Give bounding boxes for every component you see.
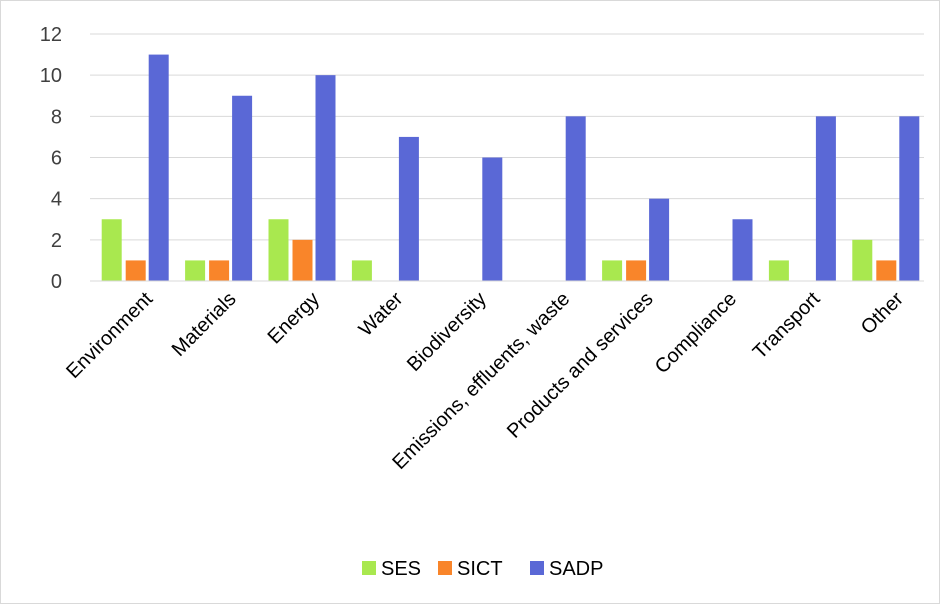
bars	[102, 55, 920, 281]
bar-sict	[293, 240, 313, 281]
bar-sadp	[733, 219, 753, 281]
bar-sadp	[399, 137, 419, 281]
bar-ses	[602, 260, 622, 281]
y-tick-label: 6	[51, 148, 62, 170]
y-tick-label: 12	[40, 24, 62, 46]
y-tick-label: 4	[51, 189, 62, 211]
y-tick-label: 2	[51, 230, 62, 252]
category-label: Materials	[168, 288, 241, 361]
bar-ses	[769, 260, 789, 281]
category-label: Transport	[749, 288, 825, 364]
bar-sadp	[482, 158, 502, 282]
bar-ses	[102, 219, 122, 281]
category-label: Water	[355, 288, 408, 341]
category-label: Compliance	[651, 288, 741, 378]
bar-sadp	[899, 116, 919, 281]
y-tick-label: 10	[40, 65, 62, 87]
bar-sadp	[566, 116, 586, 281]
gridlines	[90, 34, 924, 240]
bar-sict	[126, 260, 146, 281]
legend-swatch-ses	[362, 561, 376, 575]
legend-label: SES	[381, 558, 421, 580]
bar-sadp	[816, 116, 836, 281]
category-label: Environment	[62, 288, 157, 383]
bar-sadp	[149, 55, 169, 281]
category-label: Other	[857, 288, 908, 339]
bar-sict	[876, 260, 896, 281]
legend: SES SICT SADP	[362, 558, 603, 580]
bar-sadp	[649, 199, 669, 281]
legend-label: SICT	[457, 558, 503, 580]
category-label: Biodiversity	[403, 288, 491, 376]
y-axis-ticks: 0 2 4 6 8 10 12	[40, 24, 62, 293]
y-tick-label: 0	[51, 271, 62, 293]
legend-swatch-sadp	[530, 561, 544, 575]
category-label: Products and services	[503, 288, 658, 443]
legend-swatch-sict	[438, 561, 452, 575]
bar-sict	[626, 260, 646, 281]
legend-label: SADP	[549, 558, 603, 580]
bar-ses	[185, 260, 205, 281]
bar-sadp	[232, 96, 252, 281]
bar-sict	[209, 260, 229, 281]
y-tick-label: 8	[51, 106, 62, 128]
bar-ses	[852, 240, 872, 281]
bar-sadp	[316, 75, 336, 281]
x-axis-categories: Environment Materials Energy WaterBiodivers…	[62, 288, 908, 474]
bar-ses	[352, 260, 372, 281]
category-label: Emissions, effluents, waste	[388, 288, 574, 474]
bar-ses	[269, 219, 289, 281]
category-label: Energy	[264, 288, 324, 348]
